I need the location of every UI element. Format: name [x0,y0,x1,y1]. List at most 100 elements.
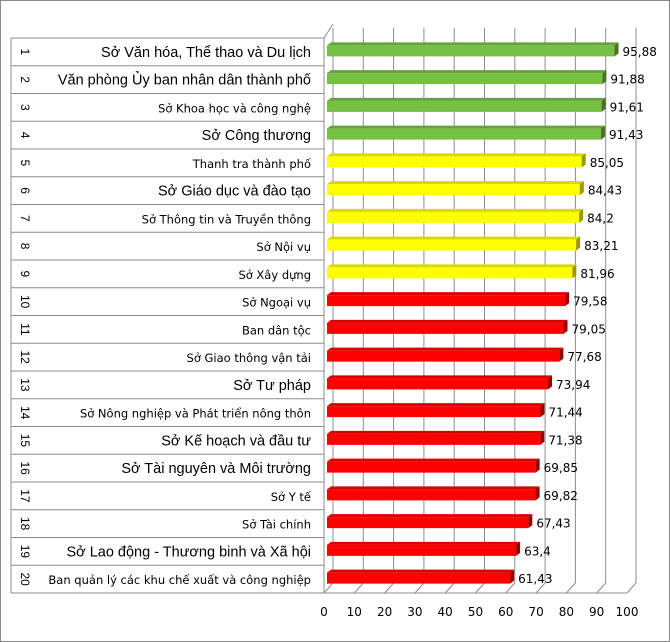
bar-top-face [327,458,540,462]
bar [327,378,549,390]
bar-end-face [576,236,581,251]
bar-end-face [528,514,533,529]
data-label: 69,82 [544,489,578,503]
floor-gridline [566,582,576,594]
bar-end-face [572,264,577,279]
bar [327,156,582,168]
data-label: 63,4 [524,544,551,558]
floor-gridline [414,582,425,594]
x-tick-label: 30 [407,605,422,619]
bar-top-face [327,97,606,101]
floor-gridline [626,582,637,594]
data-label: 71,44 [548,406,582,420]
floor-gridline [596,582,607,594]
floor-gridline [505,582,516,594]
bar [327,239,577,251]
bar-top-face [327,181,584,185]
bar-top-face [327,292,570,296]
x-tick-label: 80 [559,605,574,619]
category-label: Văn phòng Ủy ban nhân dân thành phố [58,71,311,89]
category-label: Sở Giao thông vận tải [187,351,311,365]
x-tick-label: 60 [498,605,513,619]
x-tick-label: 40 [438,605,453,619]
category-label: Sở Tư pháp [233,378,311,394]
rank-label: 17 [18,489,32,503]
data-label: 71,38 [548,433,582,447]
category-label: Thanh tra thành phố [192,157,311,171]
bar-top-face [327,375,553,379]
bar-top-face [327,430,545,434]
data-label: 91,43 [609,128,643,142]
rank-label: 10 [18,295,32,309]
bar-top-face [327,569,515,573]
bar [327,461,536,473]
data-label: 79,58 [573,295,607,309]
data-label: 85,05 [590,156,624,170]
bar-end-face [516,541,521,556]
bar-end-face [581,153,586,168]
category-label: Ban dân tộc [242,323,311,337]
data-label: 67,43 [536,517,570,531]
bar [327,295,566,307]
bar-top-face [327,403,545,407]
data-label: 61,43 [518,572,552,586]
category-label: Sở Giáo dục và đào tạo [158,184,311,200]
bar-end-face [601,125,606,140]
bar-end-face [510,569,515,584]
bar [327,100,602,112]
bar [327,184,580,196]
rank-label: 16 [18,461,32,475]
x-tick-label: 10 [347,605,362,619]
bar-top-face [327,70,607,74]
x-tick-label: 90 [589,605,604,619]
bar [327,544,517,556]
floor-gridline [353,582,364,594]
bar-top-face [327,486,540,490]
bar-end-face [535,458,540,473]
category-label: Sở Xây dựng [238,268,311,282]
bar [327,73,603,85]
bar-top-face [327,264,577,268]
bar [327,517,529,529]
bar [327,267,573,279]
category-label: Sở Kế hoạch và đầu tư [161,433,311,449]
bar [327,572,511,584]
bar-top-face [327,42,619,46]
bar-top-face [327,208,584,212]
bar [327,322,564,334]
data-label: 73,94 [556,378,590,392]
floor-gridline [384,582,394,594]
bar [327,45,615,57]
bar-top-face [327,541,521,545]
floor-gridline [535,582,546,594]
x-tick-label: 20 [377,605,392,619]
category-label: Ban quản lý các khu chế xuất và công ngh… [48,573,311,587]
bar-end-face [540,403,545,418]
x-tick-label: 70 [528,605,543,619]
bar-end-face [579,208,584,223]
category-label: Sở Lao động - Thương binh và Xã hội [66,544,311,560]
rank-label: 11 [18,323,32,336]
x-tick-label: 50 [468,605,483,619]
bar-top-face [327,125,606,129]
rank-label: 14 [18,406,32,420]
category-label: Sở Công thương [202,128,311,144]
category-label: Sở Văn hóa, Thể thao và Du lịch [101,45,311,61]
data-label: 91,61 [610,100,644,114]
floor-gridline [475,582,485,594]
data-label: 77,68 [567,350,601,364]
data-label: 84,2 [587,211,614,225]
rank-label: 7 [18,215,32,222]
bar-end-face [565,292,570,307]
bar-end-face [579,181,584,196]
data-label: 95,88 [623,45,657,59]
bar-end-face [601,97,606,112]
floor-gridline [444,582,455,594]
bar-top-face [327,347,564,351]
bar-end-face [535,486,540,501]
bar-top-face [327,153,586,157]
bar [327,406,541,418]
bar-end-face [548,375,553,390]
rank-label: 3 [18,104,32,111]
